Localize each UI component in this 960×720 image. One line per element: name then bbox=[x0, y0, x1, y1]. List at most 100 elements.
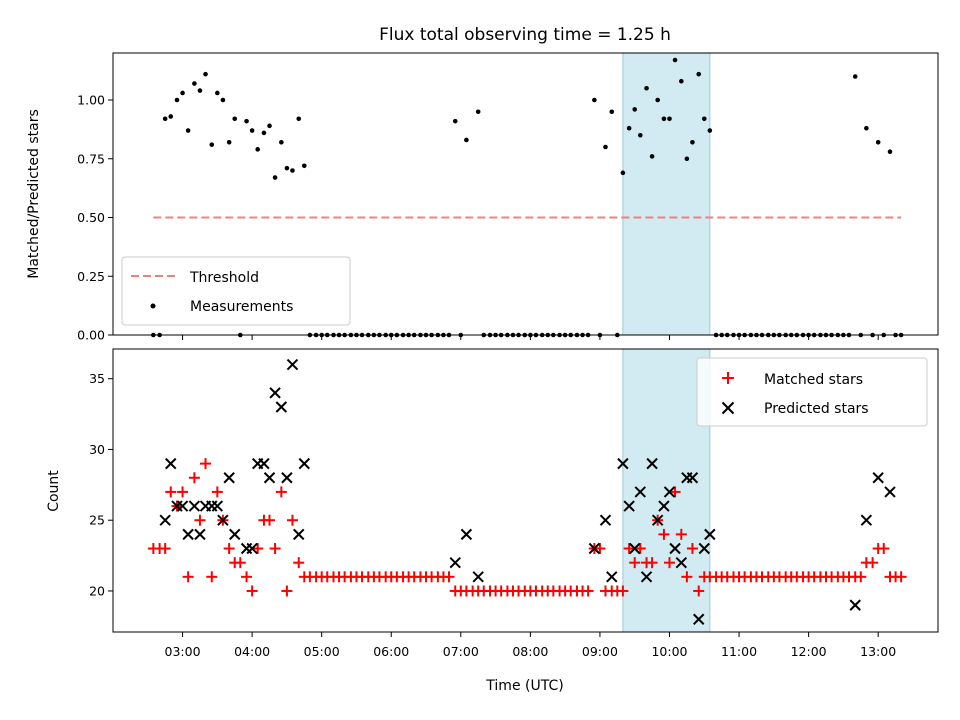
predicted-star-marker bbox=[176, 500, 189, 512]
measurement-point bbox=[272, 175, 278, 180]
measurement-point bbox=[690, 140, 695, 145]
matched-star-marker bbox=[194, 514, 206, 526]
predicted-star-marker bbox=[884, 486, 896, 498]
x-tick-label: 07:00 bbox=[443, 644, 479, 659]
measurement-point bbox=[707, 128, 713, 133]
predicted-star-marker bbox=[634, 486, 646, 498]
y-tick-label: 25 bbox=[89, 513, 105, 528]
matched-star-marker bbox=[623, 543, 635, 555]
x-axis-label: Time (UTC) bbox=[485, 678, 563, 694]
bottom-observing-span bbox=[622, 348, 711, 633]
x-tick-label: 04:00 bbox=[234, 644, 270, 659]
matched-star-marker bbox=[211, 486, 223, 498]
predicted-star-marker bbox=[460, 528, 473, 541]
measurement-point bbox=[215, 90, 220, 96]
predicted-star-marker bbox=[159, 514, 171, 526]
x-tick-label: 05:00 bbox=[304, 644, 340, 659]
measurement-point bbox=[197, 88, 203, 93]
y-tick-label: 0.00 bbox=[77, 328, 105, 343]
predicted-star-marker bbox=[698, 542, 710, 555]
measurement-point bbox=[267, 123, 272, 129]
bottom-x-ticks: 03:00 04:00 05:00 06:00 07:00 08:00 09:00 10:00… bbox=[165, 632, 896, 659]
predicted-legend-label: Predicted stars bbox=[764, 401, 869, 417]
y-tick-label: 30 bbox=[89, 442, 105, 457]
matched-star-marker bbox=[658, 528, 670, 540]
measurement-point bbox=[192, 81, 197, 86]
measurement-point bbox=[592, 97, 597, 103]
top-x-ticks bbox=[182, 335, 879, 340]
matched-star-marker bbox=[177, 486, 189, 498]
matched-legend-swatch bbox=[722, 372, 734, 384]
measurement-point bbox=[226, 140, 232, 145]
predicted-star-marker bbox=[165, 457, 177, 470]
bottom-y-ticks: 20 25 30 35 bbox=[89, 371, 113, 598]
predicted-star-marker bbox=[263, 472, 276, 484]
bottom-legend-box bbox=[696, 357, 928, 427]
measurement-point bbox=[284, 165, 290, 171]
y-tick-label: 0.25 bbox=[77, 269, 105, 284]
matched-star-marker bbox=[182, 571, 194, 583]
matched-star-marker bbox=[686, 543, 698, 555]
predicted-star-marker bbox=[275, 401, 288, 413]
measurement-point bbox=[852, 74, 858, 79]
predicted-star-marker bbox=[669, 542, 681, 555]
predicted-star-marker bbox=[693, 613, 705, 625]
predicted-star-marker bbox=[246, 542, 258, 555]
matched-star-marker bbox=[867, 557, 879, 569]
predicted-star-marker bbox=[211, 500, 224, 512]
measurement-point bbox=[667, 116, 672, 122]
predicted-star-marker bbox=[640, 571, 653, 583]
bottom-legend: Matched stars Predicted stars bbox=[696, 357, 928, 427]
predicted-star-marker bbox=[182, 528, 194, 541]
x-tick-label: 03:00 bbox=[165, 644, 201, 659]
measurement-point bbox=[672, 57, 678, 63]
predicted-star-marker bbox=[623, 500, 635, 512]
top-observing-span bbox=[622, 52, 711, 336]
bottom-y-axis-label: Count bbox=[46, 470, 62, 512]
predicted-star-marker bbox=[229, 528, 241, 541]
predicted-star-marker bbox=[194, 528, 206, 541]
measurement-point bbox=[887, 149, 893, 154]
matched-star-marker bbox=[646, 557, 658, 569]
matched-star-marker bbox=[681, 571, 693, 583]
measurement-point bbox=[249, 128, 255, 133]
measurement-point bbox=[637, 132, 643, 138]
predicted-star-marker bbox=[704, 528, 716, 541]
matched-legend-label: Matched stars bbox=[764, 372, 863, 388]
predicted-star-marker bbox=[258, 457, 270, 470]
measurement-point bbox=[203, 71, 208, 77]
measurement-point bbox=[261, 130, 267, 136]
measurement-point bbox=[684, 156, 690, 162]
matched-star-marker bbox=[252, 543, 264, 555]
predicted-star-marker bbox=[872, 472, 884, 484]
y-tick-label: 1.00 bbox=[77, 93, 105, 108]
measurement-point bbox=[452, 118, 458, 124]
matched-star-marker bbox=[669, 486, 681, 498]
x-tick-label: 06:00 bbox=[373, 644, 409, 659]
matched-star-marker bbox=[269, 543, 281, 555]
matched-star-marker bbox=[281, 585, 293, 597]
matched-star-marker bbox=[675, 528, 687, 540]
matched-star-marker bbox=[594, 543, 606, 555]
measurement-point bbox=[655, 97, 660, 103]
matched-star-marker bbox=[663, 557, 675, 569]
predicted-star-marker bbox=[588, 542, 601, 555]
x-tick-label: 11:00 bbox=[721, 644, 757, 659]
matched-star-marker bbox=[582, 585, 594, 597]
predicted-star-marker bbox=[606, 571, 618, 583]
matched-star-marker bbox=[286, 514, 298, 526]
y-tick-label: 0.75 bbox=[77, 151, 105, 166]
top-axes-frame bbox=[112, 52, 939, 336]
measurement-point bbox=[649, 154, 655, 159]
matched-star-marker bbox=[634, 543, 646, 555]
top-legend: Threshold Measurements bbox=[121, 256, 351, 326]
measurement-point bbox=[632, 107, 638, 112]
predicted-star-marker bbox=[675, 556, 688, 569]
measurement-point bbox=[696, 71, 702, 77]
matched-star-marker bbox=[617, 585, 629, 597]
predicted-star-marker bbox=[206, 500, 218, 512]
predicted-star-marker bbox=[646, 457, 658, 470]
measurement-point bbox=[232, 116, 238, 122]
top-legend-box bbox=[121, 256, 351, 326]
matched-star-marker bbox=[895, 571, 907, 583]
